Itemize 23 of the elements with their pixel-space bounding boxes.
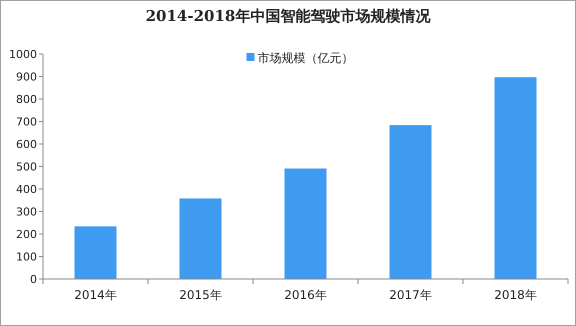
bar: [284, 168, 326, 279]
y-tick-label: 600: [16, 138, 37, 151]
y-tick-label: 200: [16, 228, 37, 241]
y-tick-label: 900: [16, 70, 37, 84]
bar: [74, 226, 116, 279]
y-tick-label: 400: [16, 183, 37, 196]
y-tick-label: 0: [30, 273, 37, 286]
y-tick-label: 800: [16, 93, 37, 106]
x-tick-label: 2018年: [494, 288, 537, 302]
x-tick-label: 2017年: [389, 288, 432, 302]
chart-title: 2014-2018年中国智能驾驶市场规模情况: [146, 7, 432, 25]
bar: [180, 198, 222, 279]
legend-label: 市场规模（亿元）: [258, 51, 354, 65]
x-tick-label: 2015年: [179, 288, 222, 302]
y-tick-label: 300: [16, 206, 37, 218]
bar: [390, 125, 432, 279]
x-tick-label: 2014年: [74, 288, 117, 302]
bar: [494, 77, 536, 279]
y-tick-label: 100: [16, 250, 37, 264]
y-tick-label: 700: [16, 116, 37, 128]
y-tick-label: 1000: [9, 48, 37, 61]
x-tick-label: 2016年: [284, 288, 327, 302]
y-tick-label: 500: [16, 160, 37, 174]
